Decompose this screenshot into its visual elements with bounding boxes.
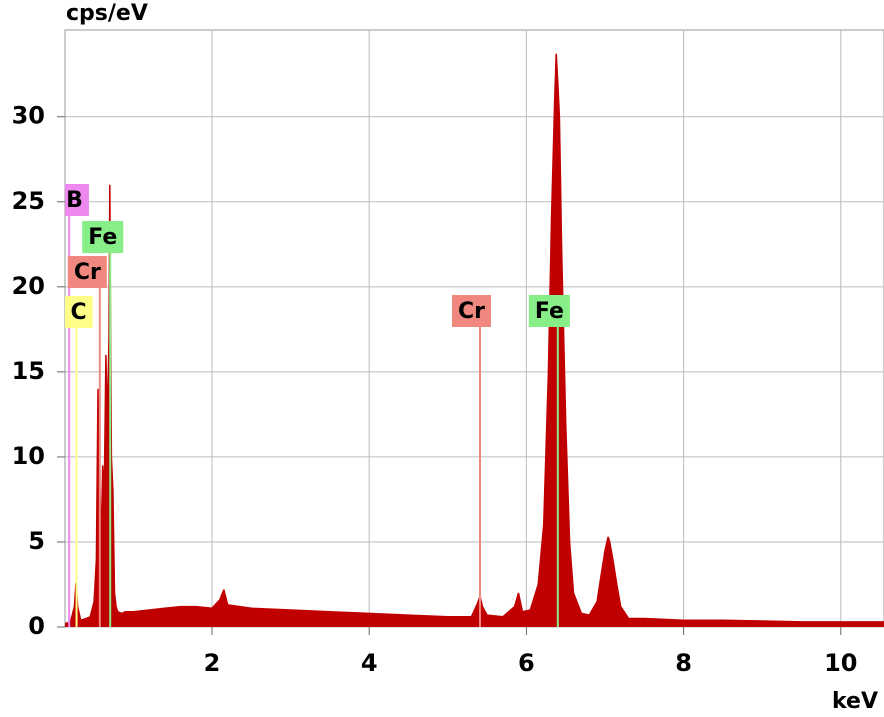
marker-text: B	[66, 188, 83, 213]
marker-text: Cr	[458, 299, 485, 324]
marker-label: Cr	[67, 256, 107, 288]
marker-label: Fe	[528, 295, 570, 327]
marker-text: Fe	[88, 225, 117, 250]
y-tick-label: 10	[12, 442, 45, 470]
plot-area	[64, 29, 884, 628]
marker-label: B	[65, 184, 89, 216]
y-tick-label: 15	[12, 357, 45, 385]
marker-box	[528, 295, 570, 327]
marker-box	[82, 221, 124, 253]
marker-label: C	[65, 296, 93, 328]
marker-text: C	[71, 300, 87, 325]
marker-label: Cr	[452, 295, 492, 327]
marker-box	[452, 295, 492, 327]
y-tick-label: 30	[12, 102, 45, 130]
x-tick-label: 2	[204, 649, 221, 677]
x-axis-label: keV	[832, 689, 878, 714]
x-tick-label: 10	[824, 649, 857, 677]
marker-text: Cr	[74, 260, 101, 285]
spectrum	[65, 53, 884, 627]
x-tick-label: 4	[361, 649, 378, 677]
x-tick-label: 6	[518, 649, 535, 677]
y-tick-label: 20	[12, 272, 45, 300]
y-tick-label: 0	[28, 612, 45, 640]
y-axis-label: cps/eV	[66, 1, 148, 26]
marker-box	[65, 296, 93, 328]
marker-label: Fe	[82, 221, 124, 253]
marker-box	[67, 256, 107, 288]
marker-box	[65, 184, 89, 216]
marker-text: Fe	[535, 299, 564, 324]
y-tick-label: 5	[28, 527, 45, 555]
x-tick-label: 8	[675, 649, 692, 677]
y-tick-label: 25	[12, 187, 45, 215]
